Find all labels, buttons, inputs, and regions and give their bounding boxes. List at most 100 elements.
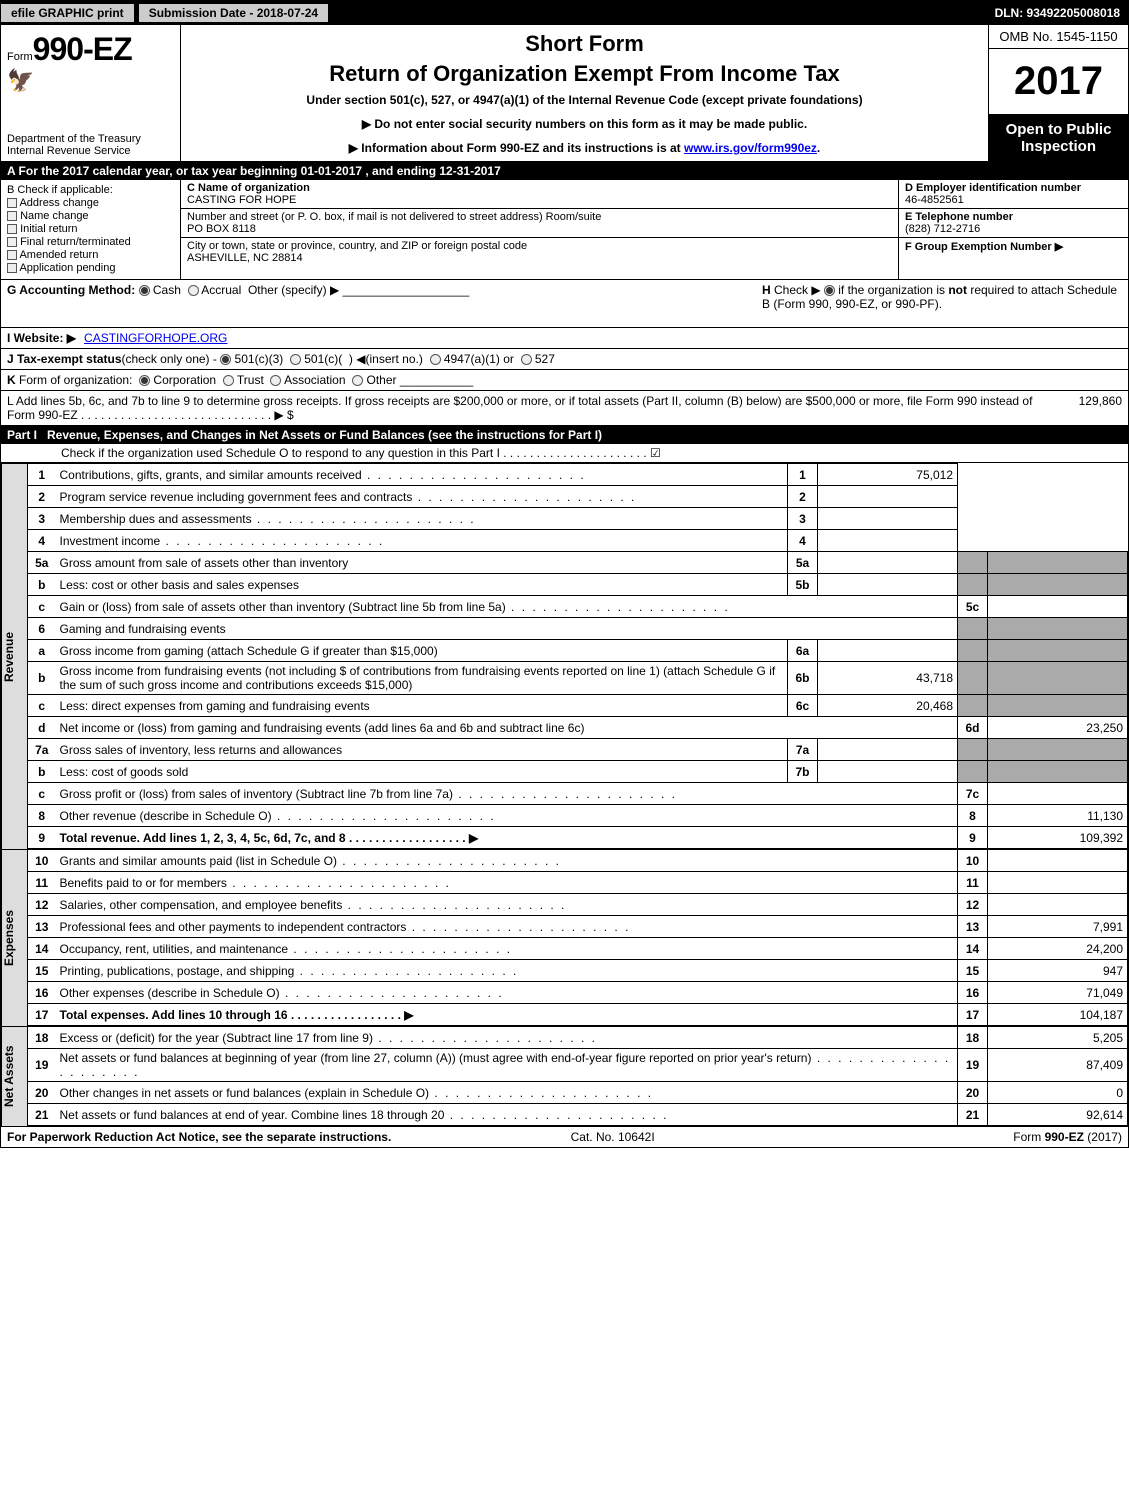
section-b-label: B Check if applicable: (7, 184, 174, 196)
line-7a: 7aGross sales of inventory, less returns… (28, 739, 1128, 761)
check-address-change-label: Address change (19, 197, 99, 209)
header-left: Form990-EZ 🦅 Department of the Treasury … (1, 25, 181, 161)
line-13: 13Professional fees and other payments t… (28, 916, 1128, 938)
expenses-side-label: Expenses (1, 849, 27, 1026)
form-header: Form990-EZ 🦅 Department of the Treasury … (1, 25, 1128, 162)
other-specify-label: Other (specify) ▶ (248, 283, 339, 297)
radio-cash[interactable] (139, 285, 150, 296)
section-c: C Name of organization CASTING FOR HOPE … (181, 180, 898, 279)
net-assets-side-label: Net Assets (1, 1026, 27, 1126)
check-final-return[interactable]: Final return/terminated (7, 236, 174, 248)
instructions-prefix: ▶ Information about Form 990-EZ and its … (349, 141, 684, 155)
row-g-h: G Accounting Method: Cash Accrual Other … (1, 280, 1128, 328)
tax-year: 2017 (989, 49, 1128, 115)
row-i: I Website: ▶ CASTINGFORHOPE.ORG (1, 328, 1128, 349)
cat-no: Cat. No. 10642I (571, 1130, 655, 1144)
header-center: Short Form Return of Organization Exempt… (181, 25, 988, 161)
instructions-link[interactable]: www.irs.gov/form990ez (684, 141, 817, 155)
check-name-change[interactable]: Name change (7, 210, 174, 222)
section-e-label: E Telephone number (905, 211, 1013, 223)
check-initial-return-label: Initial return (20, 223, 77, 235)
page-footer: For Paperwork Reduction Act Notice, see … (1, 1126, 1128, 1147)
line-21: 21Net assets or fund balances at end of … (28, 1104, 1128, 1126)
check-name-change-label: Name change (20, 210, 89, 222)
radio-other-org[interactable] (352, 375, 363, 386)
line-19: 19Net assets or fund balances at beginni… (28, 1049, 1128, 1082)
line-20: 20Other changes in net assets or fund ba… (28, 1082, 1128, 1104)
radio-4947a1[interactable] (430, 354, 441, 365)
row-h-text: H Check ▶ if the organization is not req… (762, 283, 1122, 311)
line-11: 11Benefits paid to or for members11 (28, 872, 1128, 894)
check-amended-return-label: Amended return (19, 249, 98, 261)
line-9: 9Total revenue. Add lines 1, 2, 3, 4, 5c… (28, 827, 1128, 849)
submission-date-button[interactable]: Submission Date - 2018-07-24 (138, 3, 329, 23)
check-address-change[interactable]: Address change (7, 197, 174, 209)
row-k: K Form of organization: Corporation Trus… (1, 370, 1128, 391)
omb-number: OMB No. 1545-1150 (989, 25, 1128, 49)
radio-trust[interactable] (223, 375, 234, 386)
radio-cash-label: Cash (153, 283, 181, 297)
form-990ez-page: efile GRAPHIC print Submission Date - 20… (0, 0, 1129, 1148)
dln-label: DLN: 93492205008018 (987, 6, 1128, 20)
part-1-badge: Part I (7, 428, 37, 442)
row-j: J Tax-exempt status(check only one) - 50… (1, 349, 1128, 370)
ein-value: 46-4852561 (905, 194, 964, 206)
ssn-warning: ▶ Do not enter social security numbers o… (191, 117, 978, 131)
line-1: 1Contributions, gifts, grants, and simil… (28, 464, 1128, 486)
form-prefix: Form (7, 51, 33, 63)
instructions-line: ▶ Information about Form 990-EZ and its … (191, 141, 978, 155)
efile-print-button[interactable]: efile GRAPHIC print (1, 4, 134, 22)
check-amended-return[interactable]: Amended return (7, 249, 174, 261)
section-b: B Check if applicable: Address change Na… (1, 180, 181, 279)
radio-corporation[interactable] (139, 375, 150, 386)
check-final-return-label: Final return/terminated (20, 236, 131, 248)
under-section-text: Under section 501(c), 527, or 4947(a)(1)… (191, 93, 978, 107)
return-title: Return of Organization Exempt From Incom… (191, 61, 978, 87)
city-value: ASHEVILLE, NC 28814 (187, 252, 303, 264)
radio-501c3[interactable] (220, 354, 231, 365)
line-17-desc: Total expenses. Add lines 10 through 16 … (60, 1008, 414, 1022)
line-5c: cGain or (loss) from sale of assets othe… (28, 596, 1128, 618)
website-link[interactable]: CASTINGFORHOPE.ORG (84, 331, 227, 345)
line-5b: bLess: cost or other basis and sales exp… (28, 574, 1128, 596)
form-footer-id: Form 990-EZ (2017) (1013, 1130, 1122, 1144)
section-f-label: F Group Exemption Number ▶ (905, 241, 1063, 253)
radio-association[interactable] (270, 375, 281, 386)
radio-527[interactable] (521, 354, 532, 365)
line-5a: 5aGross amount from sale of assets other… (28, 552, 1128, 574)
line-6c: cLess: direct expenses from gaming and f… (28, 695, 1128, 717)
revenue-side-label: Revenue (1, 463, 27, 849)
line-17: 17Total expenses. Add lines 10 through 1… (28, 1004, 1128, 1026)
line-18: 18Excess or (deficit) for the year (Subt… (28, 1027, 1128, 1049)
address-value: PO BOX 8118 (187, 223, 256, 235)
part-1-header: Part I Revenue, Expenses, and Changes in… (1, 426, 1128, 444)
address-label: Number and street (or P. O. box, if mail… (187, 211, 601, 223)
row-l-text: L Add lines 5b, 6c, and 7b to line 9 to … (7, 394, 1059, 422)
radio-accrual[interactable] (188, 285, 199, 296)
radio-accrual-label: Accrual (201, 283, 241, 297)
treasury-dept-label: Department of the Treasury Internal Reve… (7, 133, 141, 157)
telephone-value: (828) 712-2716 (905, 223, 980, 235)
line-4: 4Investment income4 (28, 530, 1128, 552)
radio-schedule-b[interactable] (824, 285, 835, 296)
line-6a: aGross income from gaming (attach Schedu… (28, 640, 1128, 662)
check-initial-return[interactable]: Initial return (7, 223, 174, 235)
check-application-pending-label: Application pending (19, 262, 115, 274)
open-to-public-badge: Open to Public Inspection (989, 115, 1128, 161)
city-label: City or town, state or province, country… (187, 240, 527, 252)
line-15: 15Printing, publications, postage, and s… (28, 960, 1128, 982)
irs-eagle-icon: 🦅 (7, 68, 174, 94)
line-16: 16Other expenses (describe in Schedule O… (28, 982, 1128, 1004)
top-bar: efile GRAPHIC print Submission Date - 20… (1, 1, 1128, 25)
revenue-lines: 1Contributions, gifts, grants, and simil… (27, 463, 1128, 849)
row-a-calendar-year: A For the 2017 calendar year, or tax yea… (1, 162, 1128, 180)
form-number: 990-EZ (33, 31, 132, 67)
check-application-pending[interactable]: Application pending (7, 262, 174, 274)
row-l: L Add lines 5b, 6c, and 7b to line 9 to … (1, 391, 1128, 426)
header-right: OMB No. 1545-1150 2017 Open to Public In… (988, 25, 1128, 161)
line-6d: dNet income or (loss) from gaming and fu… (28, 717, 1128, 739)
gross-receipts-value: 129,860 (1079, 394, 1122, 408)
paperwork-notice: For Paperwork Reduction Act Notice, see … (7, 1130, 391, 1144)
part-1-subtext: Check if the organization used Schedule … (1, 444, 1128, 463)
radio-501c[interactable] (290, 354, 301, 365)
